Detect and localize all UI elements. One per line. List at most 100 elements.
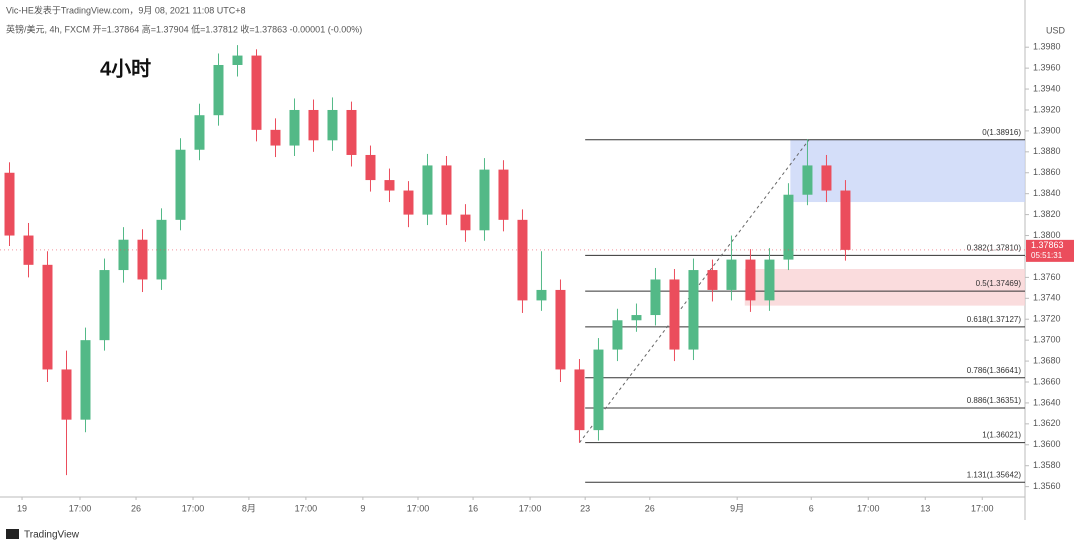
- y-tick-label: 1.3820: [1033, 209, 1061, 219]
- y-tick-label: 1.3700: [1033, 335, 1061, 345]
- x-tick-label: 23: [580, 503, 590, 513]
- fib-label: 0.5(1.37469): [976, 279, 1022, 288]
- candle-body: [517, 219, 528, 301]
- x-tick-label: 17:00: [182, 503, 205, 513]
- candle-body: [4, 172, 15, 236]
- zone: [744, 269, 1025, 306]
- x-tick-label: 9月: [730, 503, 744, 513]
- candle-body: [270, 129, 281, 146]
- x-tick-label: 26: [645, 503, 655, 513]
- fib-label: 0.886(1.36351): [967, 396, 1022, 405]
- fib-label: 0.618(1.37127): [967, 315, 1022, 324]
- candle-body: [99, 270, 110, 341]
- candle-body: [80, 340, 91, 420]
- y-tick-label: 1.3580: [1033, 460, 1061, 470]
- y-tick-label: 1.3980: [1033, 42, 1061, 52]
- candle-body: [707, 270, 718, 290]
- candle-body: [783, 194, 794, 260]
- candle-body: [802, 165, 813, 195]
- candle-body: [688, 270, 699, 350]
- y-tick-label: 1.3660: [1033, 376, 1061, 386]
- candle-body: [726, 259, 737, 290]
- candle-body: [403, 190, 414, 215]
- y-tick-label: 1.3740: [1033, 293, 1061, 303]
- annotation: 4小时: [100, 57, 151, 80]
- brand: TradingView: [24, 530, 80, 541]
- candle-body: [422, 165, 433, 215]
- x-tick-label: 17:00: [295, 503, 318, 513]
- candle-body: [650, 279, 661, 316]
- x-tick-label: 26: [131, 503, 141, 513]
- chart-title: Vic-HE发表于TradingView.com，9月 08, 2021 11:…: [6, 4, 246, 15]
- currency-label: USD: [1046, 25, 1066, 35]
- candle-body: [194, 115, 205, 150]
- last-price-box: [1026, 239, 1074, 262]
- x-tick-label: 17:00: [519, 503, 542, 513]
- candle-body: [289, 109, 300, 146]
- y-tick-label: 1.3600: [1033, 439, 1061, 449]
- y-tick-label: 1.3860: [1033, 167, 1061, 177]
- candle-body: [137, 239, 148, 280]
- chart-subtitle: 英镑/美元, 4h, FXCM 开=1.37864 高=1.37904 低=1.…: [6, 23, 362, 34]
- candle-body: [251, 55, 262, 130]
- candle-body: [460, 214, 471, 231]
- candle-body: [327, 109, 338, 141]
- countdown-label: 05:51:31: [1031, 251, 1063, 260]
- candle-body: [631, 315, 642, 321]
- candle-body: [593, 349, 604, 431]
- candle-body: [308, 109, 319, 141]
- y-tick-label: 1.3900: [1033, 125, 1061, 135]
- y-tick-label: 1.3880: [1033, 146, 1061, 156]
- candle-body: [175, 149, 186, 220]
- fib-label: 0.786(1.36641): [967, 366, 1022, 375]
- x-tick-label: 16: [468, 503, 478, 513]
- y-tick-label: 1.3960: [1033, 63, 1061, 73]
- candle-body: [156, 219, 167, 280]
- brand-logo: [6, 529, 19, 539]
- x-tick-label: 19: [17, 503, 27, 513]
- fib-label: 1.131(1.35642): [967, 470, 1022, 479]
- candle-body: [61, 369, 72, 420]
- candle-body: [821, 165, 832, 191]
- x-tick-label: 8月: [242, 503, 256, 513]
- y-tick-label: 1.3680: [1033, 355, 1061, 365]
- candle-body: [441, 165, 452, 215]
- fib-label: 0.382(1.37810): [967, 244, 1022, 253]
- x-tick-label: 9: [360, 503, 365, 513]
- candle-body: [213, 64, 224, 116]
- x-tick-label: 17:00: [971, 503, 994, 513]
- y-tick-label: 1.3800: [1033, 230, 1061, 240]
- candle-body: [764, 259, 775, 301]
- candle-body: [745, 259, 756, 301]
- candle-body: [498, 169, 509, 220]
- y-tick-label: 1.3720: [1033, 314, 1061, 324]
- y-tick-label: 1.3940: [1033, 83, 1061, 93]
- candle-body: [232, 55, 243, 65]
- candle-body: [612, 320, 623, 350]
- x-tick-label: 17:00: [857, 503, 880, 513]
- candle-body: [384, 180, 395, 191]
- x-tick-label: 17:00: [69, 503, 92, 513]
- candle-body: [118, 239, 129, 271]
- candle-body: [536, 289, 547, 301]
- y-tick-label: 1.3840: [1033, 188, 1061, 198]
- y-tick-label: 1.3620: [1033, 418, 1061, 428]
- y-tick-label: 1.3560: [1033, 481, 1061, 491]
- candle-body: [479, 169, 490, 231]
- candle-body: [574, 369, 585, 431]
- candle-body: [346, 109, 357, 155]
- y-tick-label: 1.3920: [1033, 104, 1061, 114]
- y-tick-label: 1.3640: [1033, 397, 1061, 407]
- candle-body: [365, 154, 376, 181]
- fib-label: 0(1.38916): [982, 128, 1021, 137]
- fib-label: 1(1.36021): [982, 431, 1021, 440]
- candle-body: [840, 190, 851, 250]
- y-tick-label: 1.3760: [1033, 272, 1061, 282]
- candle-body: [555, 289, 566, 370]
- candle-body: [42, 264, 53, 370]
- last-price-label: 1.37863: [1031, 240, 1064, 250]
- x-tick-label: 17:00: [407, 503, 430, 513]
- x-tick-label: 6: [809, 503, 814, 513]
- x-tick-label: 13: [920, 503, 930, 513]
